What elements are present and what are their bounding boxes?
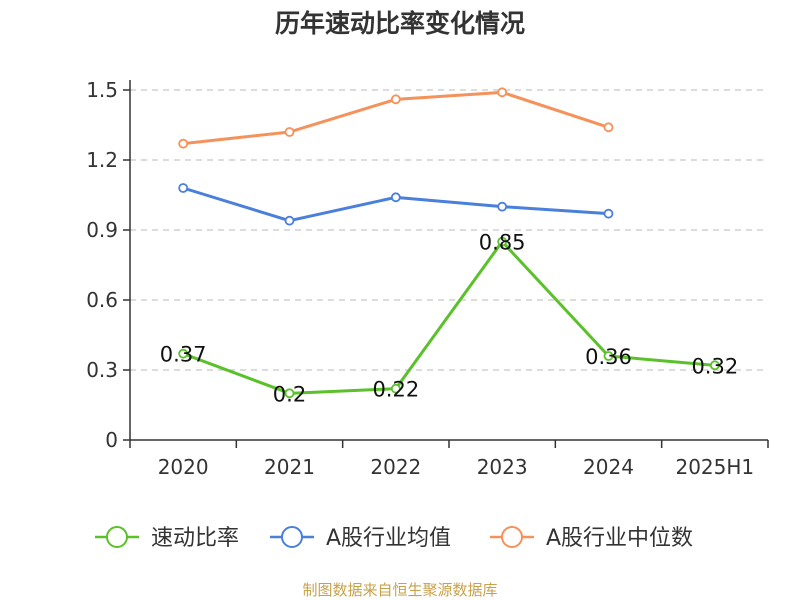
- source-note: 制图数据来自恒生聚源数据库: [302, 581, 497, 599]
- series-lines: [178, 87, 720, 399]
- y-tick-label: 0.6: [86, 288, 118, 312]
- data-label: 0.2: [273, 382, 306, 406]
- data-point[interactable]: [390, 192, 401, 203]
- legend-item-1[interactable]: A股行业均值: [270, 526, 451, 551]
- legend[interactable]: 速动比率 A股行业均值 A股行业中位数: [95, 526, 693, 551]
- x-tick-label: 2022: [370, 455, 421, 479]
- data-point[interactable]: [390, 94, 401, 105]
- data-label: 0.32: [691, 354, 738, 378]
- legend-label: 速动比率: [151, 526, 239, 551]
- legend-label: A股行业均值: [326, 526, 451, 551]
- data-point[interactable]: [178, 183, 189, 193]
- data-point[interactable]: [497, 201, 508, 212]
- y-tick-label: 0.3: [86, 358, 118, 382]
- data-point[interactable]: [284, 388, 295, 399]
- y-tick-label: 1.2: [86, 148, 118, 172]
- data-point[interactable]: [497, 236, 508, 247]
- y-tick-label: 0: [105, 428, 118, 452]
- data-label: 0.22: [372, 378, 419, 402]
- grid-lines: [130, 89, 768, 371]
- data-point[interactable]: [603, 351, 614, 361]
- data-point[interactable]: [709, 360, 720, 371]
- data-labels: 0.37 0.2 0.22 0.85 0.36 0.32: [160, 231, 738, 407]
- data-point[interactable]: [390, 383, 401, 394]
- y-tick-label: 1.5: [86, 78, 118, 102]
- legend-item-2[interactable]: A股行业中位数: [490, 526, 693, 551]
- series-line-0: [182, 240, 715, 395]
- chart-title: 历年速动比率变化情况: [275, 9, 525, 38]
- legend-marker-icon: [281, 526, 303, 548]
- data-point[interactable]: [497, 87, 508, 98]
- legend-item-0[interactable]: 速动比率: [95, 526, 239, 551]
- axes: 0 0.3 0.6 0.9 1.2 1.5 2020 2021 2022 2023 2024 2025…: [86, 78, 769, 479]
- y-tick-label: 0.9: [86, 218, 118, 242]
- legend-marker-icon: [501, 526, 523, 548]
- data-point[interactable]: [603, 122, 614, 133]
- data-point[interactable]: [178, 348, 189, 359]
- data-point[interactable]: [284, 215, 295, 226]
- x-tick-label: 2023: [477, 455, 528, 479]
- legend-marker-icon: [106, 526, 128, 548]
- x-tick-label: 2025H1: [675, 455, 754, 479]
- legend-label: A股行业中位数: [546, 526, 693, 551]
- data-label: 0.85: [479, 231, 526, 255]
- x-tick-label: 2020: [158, 455, 209, 479]
- data-label: 0.37: [160, 343, 207, 367]
- data-label: 0.36: [585, 345, 632, 369]
- data-point[interactable]: [603, 208, 614, 219]
- x-tick-label: 2024: [583, 455, 634, 479]
- data-point[interactable]: [178, 138, 189, 149]
- data-point[interactable]: [284, 127, 295, 137]
- x-tick-label: 2021: [264, 455, 315, 479]
